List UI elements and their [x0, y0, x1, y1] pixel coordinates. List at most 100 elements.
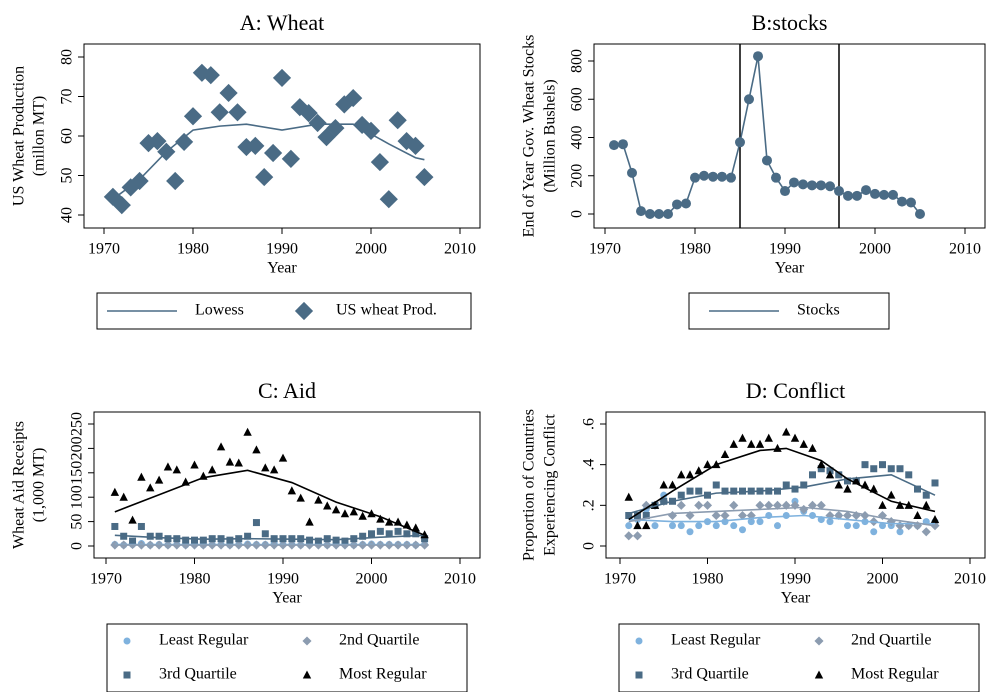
marker — [870, 188, 880, 199]
legend-label: US wheat Prod. — [336, 302, 437, 319]
marker — [129, 537, 137, 545]
marker — [412, 530, 420, 538]
marker — [172, 465, 181, 474]
marker — [807, 500, 818, 510]
marker — [773, 443, 782, 452]
marker — [851, 510, 861, 521]
marker — [756, 518, 764, 526]
marker — [720, 449, 730, 458]
marker — [660, 497, 668, 505]
y-tick-label: 150 — [69, 461, 86, 485]
marker — [676, 500, 686, 510]
marker — [897, 196, 907, 207]
x-axis-title: Year — [775, 260, 805, 277]
marker — [625, 512, 633, 519]
marker — [887, 490, 896, 499]
marker — [667, 510, 678, 521]
marker — [879, 189, 889, 200]
marker — [651, 522, 659, 530]
marker — [703, 460, 712, 469]
marker — [764, 433, 773, 442]
marker — [738, 433, 747, 442]
marker — [711, 510, 721, 521]
marker — [888, 189, 898, 200]
x-tick-label: 1980 — [679, 241, 711, 258]
series-line — [114, 534, 425, 541]
marker — [677, 522, 685, 530]
marker — [861, 185, 871, 196]
marker — [264, 143, 283, 163]
marker — [782, 512, 790, 519]
marker — [111, 522, 119, 530]
marker — [712, 522, 720, 530]
marker — [870, 465, 878, 473]
x-tick-label: 1970 — [604, 571, 636, 588]
y-tick-label: .4 — [581, 459, 598, 471]
marker — [782, 427, 791, 436]
marker — [835, 471, 843, 479]
marker — [915, 209, 925, 219]
series-line — [114, 469, 425, 537]
marker — [335, 95, 354, 114]
marker — [137, 522, 145, 530]
y-tick-label: 200 — [569, 164, 586, 188]
marker — [878, 500, 887, 509]
marker — [654, 209, 664, 219]
marker — [798, 179, 808, 190]
marker — [744, 94, 754, 105]
marker — [420, 530, 429, 539]
marker — [358, 511, 367, 520]
marker — [729, 439, 738, 448]
marker — [887, 465, 895, 473]
x-tick-label: 1970 — [88, 241, 120, 258]
marker — [388, 111, 407, 130]
legend-symbol — [814, 636, 824, 646]
x-tick-label: 1990 — [779, 571, 811, 588]
marker — [659, 480, 668, 489]
marker — [781, 500, 791, 510]
marker — [255, 167, 274, 187]
marker — [296, 493, 305, 502]
x-tick-label: 1970 — [589, 241, 621, 258]
marker — [308, 113, 327, 133]
x-tick-label: 1990 — [267, 571, 299, 588]
x-axis-title: Year — [272, 590, 302, 607]
marker — [931, 479, 939, 487]
legend-label: Least Regular — [671, 632, 761, 649]
legend-label: 3rd Quartile — [671, 666, 749, 683]
marker — [234, 458, 243, 467]
marker — [272, 68, 292, 88]
marker — [686, 528, 694, 536]
marker — [735, 137, 745, 148]
marker — [816, 180, 826, 191]
marker — [175, 132, 194, 152]
marker — [112, 196, 131, 215]
y-tick-label: 0 — [569, 210, 586, 218]
legend-label: Least Regular — [159, 632, 249, 649]
y-tick-label: 40 — [59, 207, 76, 223]
marker — [861, 461, 869, 469]
marker — [128, 515, 137, 524]
marker — [782, 481, 790, 489]
x-tick-label: 1990 — [266, 241, 298, 258]
marker — [376, 527, 384, 535]
marker — [721, 487, 729, 495]
marker — [243, 427, 252, 436]
marker — [641, 500, 651, 510]
marker — [618, 139, 628, 150]
x-tick-label: 2000 — [859, 241, 891, 258]
marker — [672, 199, 682, 210]
marker — [633, 521, 642, 530]
marker — [290, 98, 309, 117]
marker — [146, 483, 155, 492]
marker — [921, 527, 931, 537]
chart-title: C: Aid — [258, 378, 316, 403]
marker — [914, 485, 921, 493]
marker — [685, 470, 695, 479]
marker — [359, 532, 367, 540]
marker — [834, 186, 844, 197]
marker — [246, 136, 265, 155]
marker — [199, 536, 207, 544]
marker — [261, 463, 270, 472]
x-tick-label: 2010 — [444, 241, 476, 258]
